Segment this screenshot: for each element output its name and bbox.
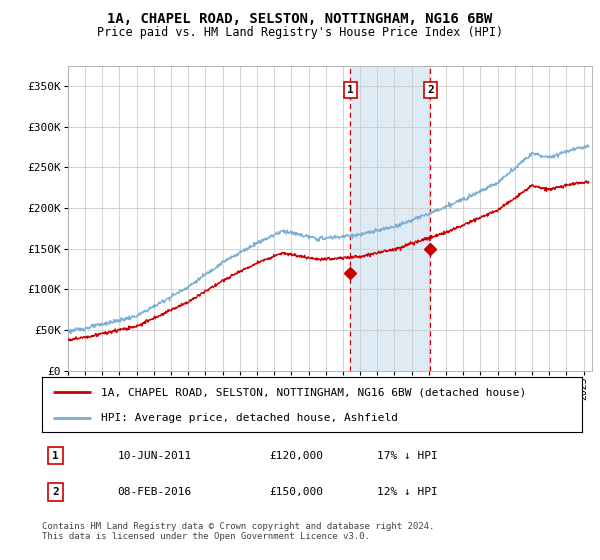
Text: 17% ↓ HPI: 17% ↓ HPI xyxy=(377,451,437,460)
Text: Price paid vs. HM Land Registry's House Price Index (HPI): Price paid vs. HM Land Registry's House … xyxy=(97,26,503,39)
Text: £120,000: £120,000 xyxy=(269,451,323,460)
Text: 2: 2 xyxy=(427,85,434,95)
Text: 10-JUN-2011: 10-JUN-2011 xyxy=(118,451,192,460)
Text: 12% ↓ HPI: 12% ↓ HPI xyxy=(377,487,437,497)
Text: 08-FEB-2016: 08-FEB-2016 xyxy=(118,487,192,497)
Text: 2: 2 xyxy=(52,487,59,497)
Text: HPI: Average price, detached house, Ashfield: HPI: Average price, detached house, Ashf… xyxy=(101,413,398,422)
Bar xyxy=(350,66,430,371)
Text: 1: 1 xyxy=(52,451,59,460)
Text: 1: 1 xyxy=(347,85,354,95)
Text: 1A, CHAPEL ROAD, SELSTON, NOTTINGHAM, NG16 6BW (detached house): 1A, CHAPEL ROAD, SELSTON, NOTTINGHAM, NG… xyxy=(101,388,527,397)
Text: 1A, CHAPEL ROAD, SELSTON, NOTTINGHAM, NG16 6BW: 1A, CHAPEL ROAD, SELSTON, NOTTINGHAM, NG… xyxy=(107,12,493,26)
Text: £150,000: £150,000 xyxy=(269,487,323,497)
Text: Contains HM Land Registry data © Crown copyright and database right 2024.
This d: Contains HM Land Registry data © Crown c… xyxy=(42,522,434,542)
